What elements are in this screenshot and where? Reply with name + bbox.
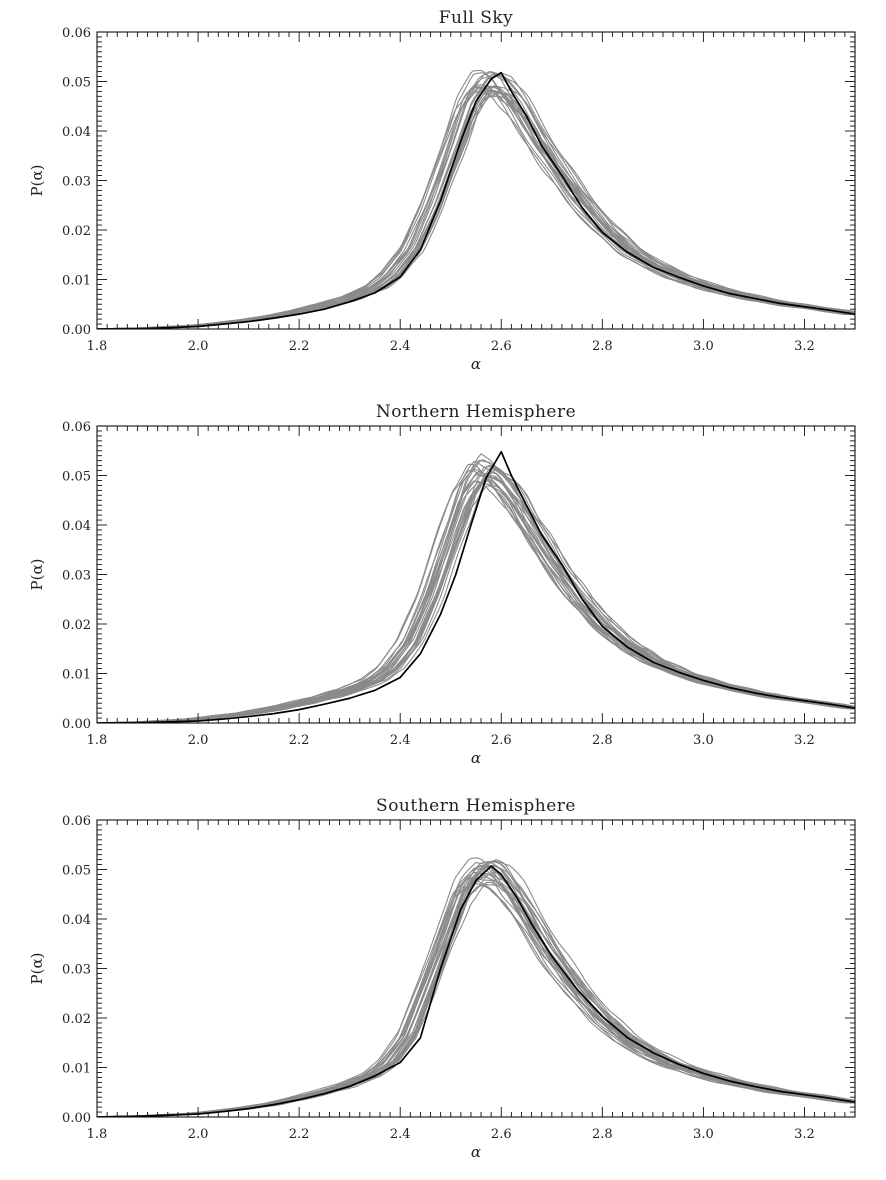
y-tick-label: 0.00 bbox=[62, 717, 91, 732]
series-group bbox=[97, 857, 855, 1117]
y-axis-label: P(α) bbox=[28, 559, 46, 591]
x-tick-label: 3.2 bbox=[794, 339, 815, 354]
x-axis-label: α bbox=[471, 749, 481, 767]
x-tick-label: 2.8 bbox=[592, 733, 613, 748]
simulation-line bbox=[97, 864, 855, 1117]
y-tick-label: 0.05 bbox=[62, 864, 91, 879]
x-tick-label: 2.2 bbox=[289, 339, 310, 354]
x-axis-label: α bbox=[471, 1143, 481, 1161]
x-tick-label: 2.8 bbox=[592, 339, 613, 354]
y-tick-label: 0.00 bbox=[62, 323, 91, 338]
panel-title: Full Sky bbox=[439, 8, 514, 28]
simulation-line bbox=[97, 859, 855, 1117]
simulation-line bbox=[97, 463, 855, 723]
simulation-line bbox=[97, 861, 855, 1117]
simulation-line bbox=[97, 861, 855, 1117]
panel-full-sky: Full Sky α P(α) 1.8 2.0 2.2 2.4 2.6 2.8 3.0 3.2… bbox=[28, 8, 856, 373]
panel-southern-hemisphere: Southern Hemisphere α P(α) 1.8 2.0 2.2 2.4 2… bbox=[28, 796, 856, 1161]
simulation-line bbox=[97, 864, 855, 1117]
y-tick-label: 0.04 bbox=[62, 125, 91, 140]
y-tick-label: 0.01 bbox=[62, 1062, 91, 1077]
y-tick-label: 0.02 bbox=[62, 618, 91, 633]
y-axis-label: P(α) bbox=[28, 953, 46, 985]
x-tick-label: 3.0 bbox=[693, 733, 714, 748]
y-tick-label: 0.05 bbox=[62, 76, 91, 91]
panel-title: Southern Hemisphere bbox=[376, 796, 576, 816]
x-tick-label: 2.2 bbox=[289, 1127, 310, 1142]
y-tick-label: 0.03 bbox=[62, 963, 91, 978]
y-tick-label: 0.04 bbox=[62, 519, 91, 534]
plot-frame bbox=[96, 425, 856, 724]
axis-ticks bbox=[96, 31, 856, 330]
series-group bbox=[97, 69, 855, 329]
observed-line bbox=[97, 71, 855, 329]
observed-line bbox=[97, 865, 855, 1117]
x-tick-label: 2.0 bbox=[188, 339, 209, 354]
simulation-line bbox=[97, 861, 855, 1117]
y-tick-label: 0.05 bbox=[62, 470, 91, 485]
y-tick-label: 0.02 bbox=[62, 1012, 91, 1027]
y-tick-label: 0.06 bbox=[62, 420, 91, 435]
x-tick-label: 2.4 bbox=[390, 1127, 411, 1142]
simulation-line bbox=[97, 862, 855, 1117]
x-tick-label: 2.6 bbox=[491, 733, 512, 748]
x-tick-label: 2.8 bbox=[592, 1127, 613, 1142]
x-tick-label: 2.4 bbox=[390, 339, 411, 354]
observed-line bbox=[97, 450, 855, 723]
x-tick-label: 1.8 bbox=[87, 339, 108, 354]
x-tick-label: 2.4 bbox=[390, 733, 411, 748]
x-tick-label: 3.2 bbox=[794, 1127, 815, 1142]
simulation-line bbox=[97, 865, 855, 1117]
panel-title: Northern Hemisphere bbox=[376, 402, 576, 422]
simulation-line bbox=[97, 865, 855, 1117]
plot-frame bbox=[96, 31, 856, 330]
axis-ticks bbox=[96, 425, 856, 724]
simulation-line bbox=[97, 476, 855, 723]
y-tick-label: 0.03 bbox=[62, 175, 91, 190]
simulation-line bbox=[97, 460, 855, 723]
x-tick-label: 2.0 bbox=[188, 733, 209, 748]
x-axis-label: α bbox=[471, 355, 481, 373]
y-tick-label: 0.06 bbox=[62, 26, 91, 41]
x-tick-label: 3.0 bbox=[693, 339, 714, 354]
simulation-line bbox=[97, 470, 855, 723]
y-tick-label: 0.01 bbox=[62, 274, 91, 289]
simulation-line bbox=[97, 459, 855, 723]
y-tick-label: 0.03 bbox=[62, 569, 91, 584]
simulation-line bbox=[97, 865, 855, 1117]
y-tick-label: 0.06 bbox=[62, 814, 91, 829]
x-tick-label: 2.2 bbox=[289, 733, 310, 748]
simulation-line bbox=[97, 868, 855, 1117]
y-tick-label: 0.04 bbox=[62, 913, 91, 928]
x-tick-label: 3.0 bbox=[693, 1127, 714, 1142]
simulation-line bbox=[97, 475, 855, 723]
x-tick-label: 3.2 bbox=[794, 733, 815, 748]
x-tick-label: 2.0 bbox=[188, 1127, 209, 1142]
y-axis-label: P(α) bbox=[28, 165, 46, 197]
simulation-line bbox=[97, 459, 855, 723]
axis-ticks bbox=[96, 819, 856, 1118]
x-tick-label: 2.6 bbox=[491, 339, 512, 354]
x-tick-label: 1.8 bbox=[87, 1127, 108, 1142]
panel-northern-hemisphere: Northern Hemisphere α P(α) 1.8 2.0 2.2 2.4 2… bbox=[28, 402, 856, 767]
y-tick-label: 0.00 bbox=[62, 1111, 91, 1126]
plot-frame bbox=[96, 819, 856, 1118]
y-tick-label: 0.02 bbox=[62, 224, 91, 239]
x-tick-label: 1.8 bbox=[87, 733, 108, 748]
y-tick-label: 0.01 bbox=[62, 668, 91, 683]
simulation-line bbox=[97, 860, 855, 1117]
series-group bbox=[97, 450, 855, 723]
simulation-line bbox=[97, 74, 855, 329]
x-tick-label: 2.6 bbox=[491, 1127, 512, 1142]
